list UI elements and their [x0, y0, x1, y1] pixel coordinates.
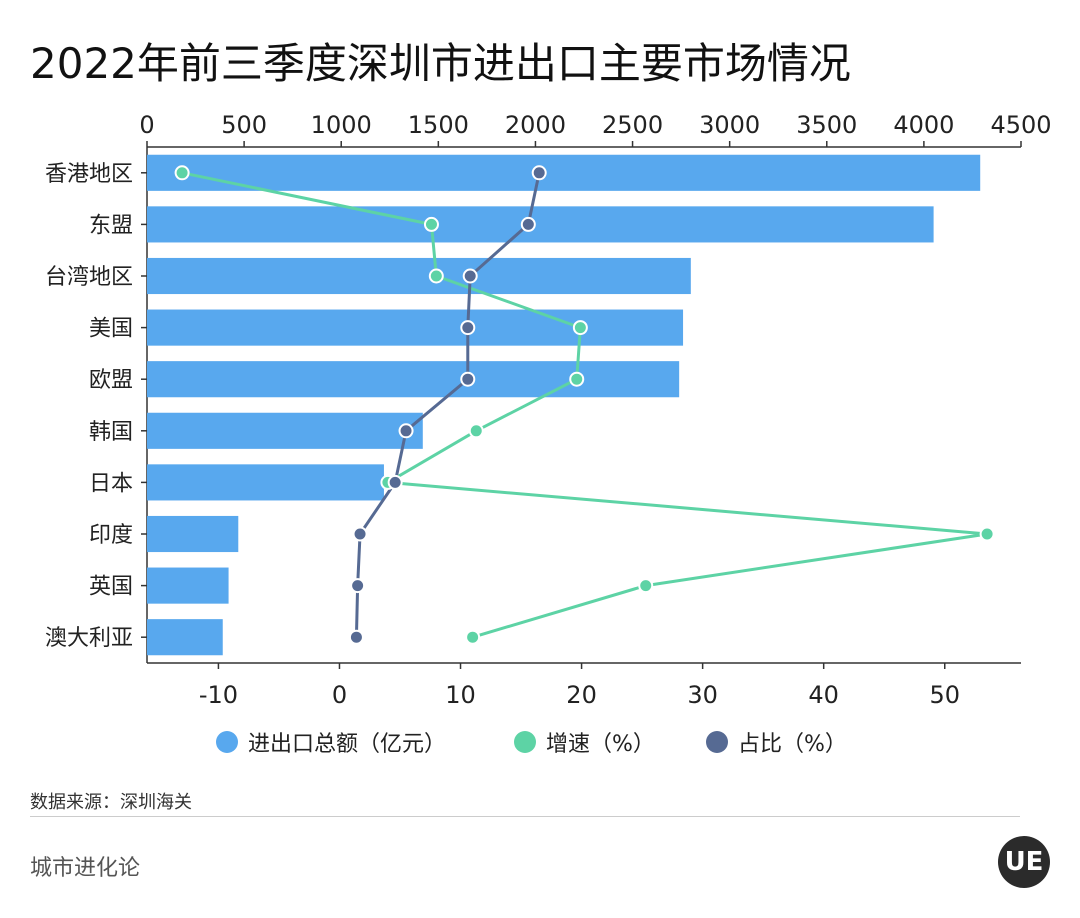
bar-5 [147, 412, 423, 449]
point-series-1-5 [468, 423, 484, 439]
point-series-1-3 [572, 320, 588, 336]
brand-logo: UE [998, 836, 1050, 888]
point-series-1-4 [569, 371, 585, 387]
top-tick-label-9: 4500 [990, 111, 1051, 139]
category-label-8: 英国 [89, 575, 133, 600]
bottom-tick-label-3: 20 [566, 681, 597, 709]
point-series-1-1 [423, 216, 439, 232]
top-tick-label-2: 1000 [311, 111, 372, 139]
bar-2 [147, 257, 691, 295]
bar-0 [147, 154, 981, 191]
line-series-2 [354, 172, 541, 638]
top-tick-label-8: 4000 [893, 111, 954, 139]
watermark-mark-7 [480, 785, 630, 895]
top-tick-label-7: 3500 [796, 111, 857, 139]
bottom-tick-label-0: -10 [199, 681, 238, 709]
watermark-mark-8 [920, 785, 1070, 895]
brand-name: 城市进化论 [30, 856, 141, 881]
point-series-2-4 [460, 371, 476, 387]
bottom-tick-label-1: 0 [332, 681, 347, 709]
legend-label-growth: 增速（%） [546, 732, 655, 757]
lines [174, 165, 995, 645]
bottom-tick-label-4: 30 [687, 681, 718, 709]
watermark-mark-4 [480, 385, 630, 495]
point-series-2-7 [352, 526, 368, 542]
bars [147, 154, 981, 656]
chart-title: 2022年前三季度深圳市进出口主要市场情况 [30, 39, 851, 88]
bar-1 [147, 206, 934, 243]
top-tick-label-5: 2500 [602, 111, 663, 139]
watermark-mark-5 [920, 385, 1070, 495]
bar-9 [147, 619, 223, 656]
point-series-1-8 [638, 578, 654, 594]
legend-item-share[interactable]: 占比（%） [706, 722, 847, 762]
point-series-2-2 [462, 268, 478, 284]
legend-item-total[interactable]: 进出口总额（亿元） [216, 722, 446, 762]
bar-3 [147, 309, 684, 346]
top-tick-label-1: 500 [221, 111, 267, 139]
category-label-1: 东盟 [89, 213, 133, 238]
point-series-2-3 [460, 320, 476, 336]
legend: 进出口总额（亿元） 增速（%） 占比（%） [0, 722, 1080, 762]
bottom-tick-label-2: 10 [445, 681, 476, 709]
source-note: 数据来源：深圳海关 [30, 792, 192, 813]
bottom-tick-label-6: 50 [929, 681, 960, 709]
line-series-1 [181, 171, 989, 639]
legend-dot-total [216, 731, 238, 753]
bar-7 [147, 515, 239, 553]
point-series-2-0 [531, 165, 547, 181]
legend-dot-share [706, 731, 728, 753]
category-label-3: 美国 [89, 317, 133, 342]
top-tick-label-6: 3000 [699, 111, 760, 139]
category-label-4: 欧盟 [89, 368, 133, 393]
top-tick-label-0: 0 [139, 111, 154, 139]
point-series-2-1 [520, 216, 536, 232]
bottom-tick-label-5: 40 [808, 681, 839, 709]
top-tick-label-3: 1500 [408, 111, 469, 139]
point-series-2-5 [398, 423, 414, 439]
point-series-1-7 [979, 526, 995, 542]
point-series-2-6 [387, 474, 403, 490]
category-label-6: 日本 [89, 471, 133, 496]
bar-6 [147, 464, 384, 501]
category-label-0: 香港地区 [45, 162, 133, 187]
point-series-1-2 [428, 268, 444, 284]
divider [30, 816, 1020, 817]
watermark-mark-0 [60, 45, 210, 155]
legend-label-share: 占比（%） [738, 732, 847, 757]
point-series-2-9 [348, 629, 364, 645]
bar-8 [147, 567, 229, 604]
legend-label-total: 进出口总额（亿元） [248, 732, 447, 757]
point-series-1-0 [174, 165, 190, 181]
category-label-2: 台湾地区 [45, 265, 133, 290]
bar-4 [147, 361, 680, 398]
top-tick-label-4: 2000 [505, 111, 566, 139]
legend-dot-growth [514, 731, 536, 753]
point-series-2-8 [350, 578, 366, 594]
category-label-9: 澳大利亚 [45, 626, 133, 651]
legend-item-growth[interactable]: 增速（%） [514, 722, 655, 762]
category-label-5: 韩国 [89, 420, 133, 445]
category-label-7: 印度 [89, 523, 133, 548]
point-series-1-9 [465, 629, 481, 645]
